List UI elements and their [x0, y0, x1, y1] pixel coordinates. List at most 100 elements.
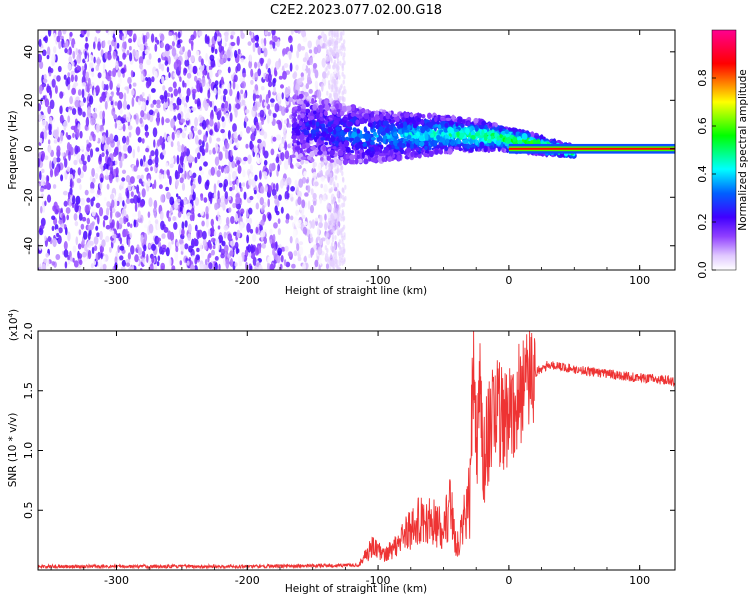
spectrogram-cell	[334, 126, 341, 132]
spectrogram-cell	[67, 72, 71, 77]
spectrogram-cell	[145, 77, 148, 81]
spectrogram-cell	[330, 87, 333, 93]
spectrogram-cell	[89, 61, 94, 69]
spectrogram-cell	[122, 144, 128, 152]
spectrogram-cell	[196, 229, 200, 240]
spectrogram-cell	[297, 114, 302, 121]
spectrogram-cell	[343, 259, 346, 264]
spectrogram-cell	[229, 137, 233, 146]
spectrogram-cell	[117, 245, 120, 254]
spectrogram-cell	[275, 241, 278, 250]
spectrogram-cell	[313, 149, 319, 155]
spectrogram-cell	[150, 166, 153, 172]
spectrogram-cell	[131, 212, 137, 218]
spectrogram-cell	[209, 118, 214, 127]
spectrogram-cell	[239, 77, 244, 83]
spectrogram-cell	[39, 170, 42, 181]
spectrogram-cell	[267, 58, 272, 66]
spectrogram-cell	[273, 194, 278, 199]
spectrogram-cell	[105, 224, 111, 230]
spectrogram-cell	[210, 237, 216, 243]
spectrogram-cell	[334, 33, 337, 38]
spectrogram-cell	[110, 30, 114, 37]
spectrogram-cell	[136, 244, 140, 250]
spectrogram-cell	[312, 192, 317, 200]
spectrogram-cell	[291, 263, 296, 269]
spectrogram-cell	[148, 223, 154, 234]
spectrogram-cell	[474, 125, 479, 132]
spectrogram-cell	[330, 223, 334, 229]
spectrogram-cell	[297, 196, 302, 206]
spectrogram-cell	[313, 244, 317, 250]
spectrogram-cell	[418, 113, 423, 118]
spectrogram-cell	[272, 91, 277, 96]
spectrogram-cell	[473, 117, 479, 124]
spectrogram-cell	[44, 155, 49, 161]
spectrogram-cell	[218, 151, 223, 161]
spectrogram-cell	[445, 117, 451, 121]
spectrogram-cell	[336, 48, 339, 54]
spectrogram-cell	[319, 107, 323, 114]
spectrogram-cell	[188, 63, 193, 74]
spectrogram-cell	[143, 155, 146, 163]
spectrogram-cell	[190, 185, 194, 196]
spectrogram-cell	[71, 61, 75, 67]
spectrogram-cell	[83, 97, 86, 103]
spectrogram-cell	[343, 85, 346, 91]
spectrogram-cell	[270, 102, 275, 108]
spectrogram-cell	[133, 194, 139, 204]
spectrogram-cell	[232, 180, 236, 185]
spectrogram-cell	[58, 40, 62, 50]
spectrogram-cell	[141, 138, 145, 144]
spectrogram-cell	[243, 119, 247, 129]
spectrogram-cell	[63, 249, 69, 258]
spectrogram-cell	[123, 216, 127, 225]
spectrogram-cell	[324, 141, 329, 146]
spectrogram-cell	[121, 188, 126, 193]
spectrogram-cell	[261, 242, 266, 249]
spectrogram-cell	[94, 172, 99, 180]
spectrogram-cell	[198, 139, 202, 146]
spectrogram-cell	[272, 78, 276, 88]
spectrogram-cell	[107, 146, 112, 152]
spectrogram-cell	[230, 190, 234, 198]
spectrogram-cell	[233, 131, 238, 139]
spectrogram-cell	[323, 110, 328, 117]
spectrogram-cell	[296, 50, 300, 59]
spectrogram-cell	[53, 32, 57, 41]
spectrogram-cell	[170, 96, 175, 102]
spectrogram-cell	[176, 42, 181, 49]
spectrogram-cell	[262, 204, 265, 210]
spectrogram-cell	[323, 184, 328, 193]
spectrogram-cell	[310, 146, 317, 150]
spectrogram-cell	[163, 226, 169, 233]
spectrogram-cell	[291, 130, 295, 135]
spectrogram-cell	[238, 260, 242, 267]
spectrogram-cell	[354, 149, 360, 156]
spectrogram-cell	[462, 139, 469, 144]
spectrogram-cell	[190, 264, 195, 270]
spectrogram-cell	[151, 255, 155, 264]
spectrogram-cell	[328, 257, 331, 263]
spectrogram-cell	[221, 116, 225, 122]
spectrogram-cell	[46, 85, 52, 93]
spectrogram-cell	[211, 46, 215, 54]
spectrogram-cell	[58, 219, 63, 225]
spectrogram-cell	[292, 113, 298, 118]
spectrogram-cell	[179, 92, 182, 99]
spectrogram-cell	[350, 112, 356, 118]
spectrogram-cell	[67, 259, 71, 265]
spectrogram-cell	[92, 177, 96, 184]
spectrogram-cell	[339, 193, 343, 199]
spectrogram-cell	[77, 167, 82, 176]
spectrogram-cell	[269, 228, 273, 235]
spectrogram-cell	[102, 116, 105, 126]
spectrogram-cell	[56, 157, 61, 163]
spectrogram-cell	[217, 225, 221, 230]
spectrogram-cell	[355, 143, 361, 150]
spectrogram-cell	[273, 86, 276, 93]
spectrogram-cell	[247, 41, 252, 46]
spectrogram-cell	[289, 62, 293, 72]
spectrogram-cell	[378, 141, 382, 146]
spectrogram-cell	[172, 81, 177, 89]
